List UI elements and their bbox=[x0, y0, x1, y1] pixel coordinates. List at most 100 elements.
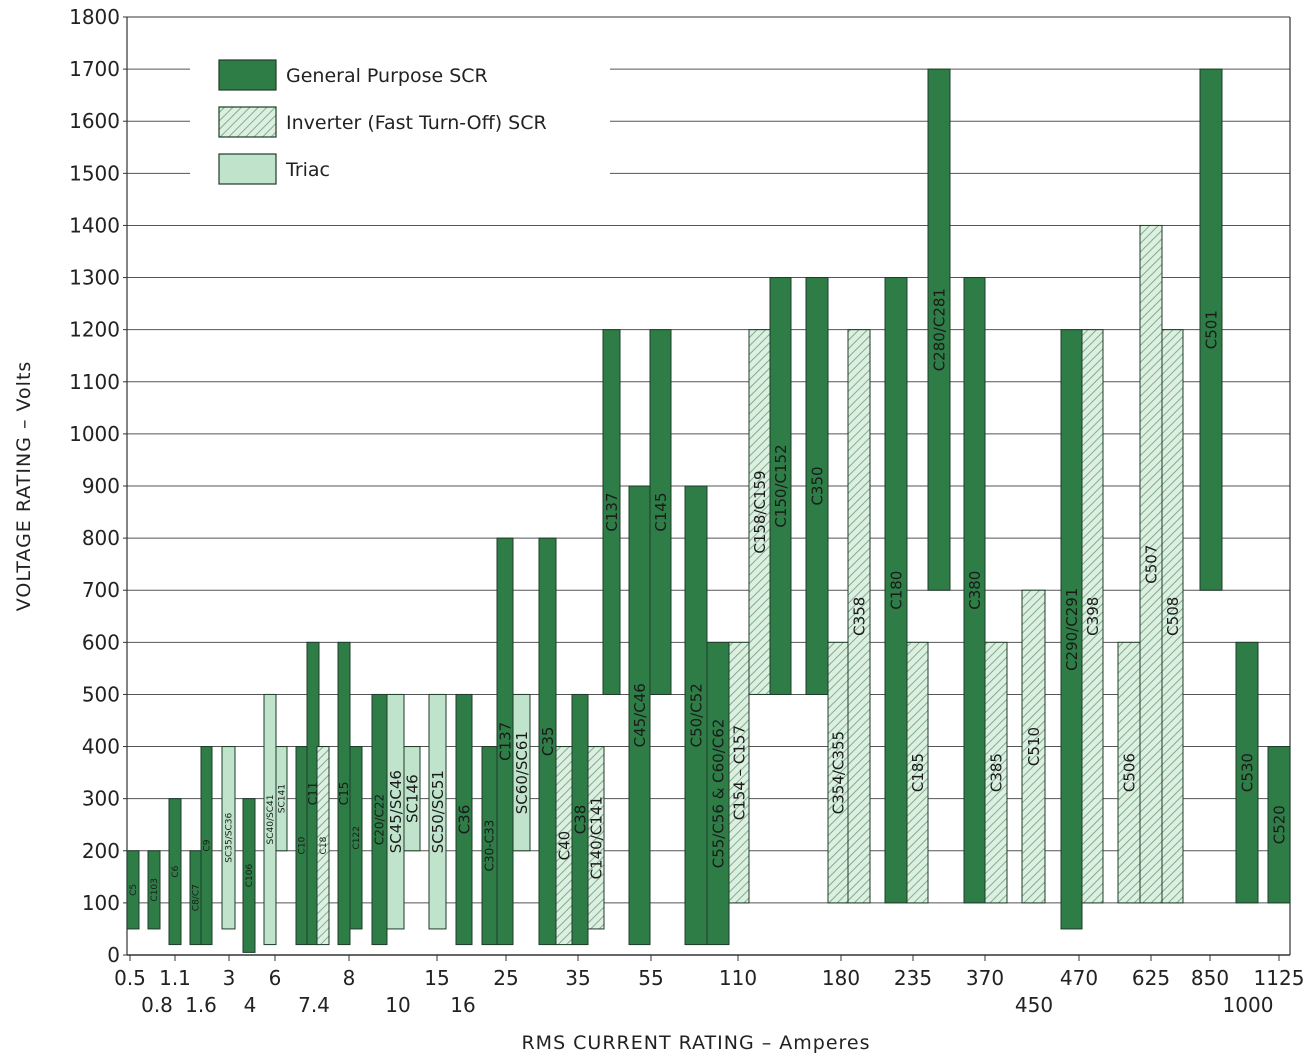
legend-swatch-triac bbox=[218, 153, 277, 185]
legend-swatch-general bbox=[218, 59, 277, 91]
bar-label: C158/C159 bbox=[751, 470, 769, 553]
bar-triac bbox=[275, 746, 288, 852]
bar-inverter bbox=[316, 746, 330, 946]
bar-inverter bbox=[1081, 329, 1104, 904]
y-tick-label: 1100 bbox=[69, 370, 120, 394]
legend-label: Triac bbox=[285, 159, 330, 181]
bar-label: C9 bbox=[203, 839, 213, 851]
bar-label: C520 bbox=[1270, 805, 1288, 844]
x-tick-label: 35 bbox=[565, 966, 590, 990]
bar-inverter bbox=[587, 746, 605, 930]
bar-label: C145 bbox=[652, 493, 670, 532]
x-tick-label: 1.1 bbox=[159, 966, 191, 990]
bar-label: C358 bbox=[850, 597, 868, 636]
x-tick-label: 370 bbox=[966, 966, 1004, 990]
x-tick-label: 1.6 bbox=[185, 993, 217, 1017]
y-tick-label: 1000 bbox=[69, 422, 120, 446]
bar-general bbox=[147, 850, 161, 930]
x-tick-label: 1125 bbox=[1254, 966, 1305, 990]
x-tick-label: 25 bbox=[493, 966, 518, 990]
bar-general bbox=[1199, 68, 1223, 591]
bar-label: C10 bbox=[298, 836, 308, 854]
bar-label: SC141 bbox=[278, 784, 288, 813]
y-tick-label: 1400 bbox=[69, 213, 120, 237]
bar-label: C154 – C157 bbox=[730, 725, 748, 820]
bar-inverter bbox=[847, 329, 871, 904]
y-tick-label: 1200 bbox=[69, 318, 120, 342]
y-tick-label: 600 bbox=[82, 630, 120, 654]
bar-triac bbox=[221, 746, 236, 930]
y-tick-labels: 0 100 200 300 400 500 600 700 800 900 1000 1100 1200… bbox=[69, 5, 127, 967]
bar-label: C137 bbox=[603, 493, 621, 532]
bar-label: C290/C291 bbox=[1063, 588, 1081, 671]
y-tick-label: 1600 bbox=[69, 109, 120, 133]
bar-general bbox=[455, 693, 473, 946]
bar-label: SC35/SC36 bbox=[225, 813, 235, 863]
x-tick-label: 450 bbox=[1015, 993, 1053, 1017]
bar-label: C45/C46 bbox=[631, 683, 649, 747]
y-tick-label: 1800 bbox=[69, 5, 120, 29]
legend-label: Inverter (Fast Turn-Off) SCR bbox=[286, 112, 547, 134]
bar-inverter bbox=[728, 641, 750, 904]
bar-label: C398 bbox=[1084, 597, 1102, 636]
bar-label: C6 bbox=[171, 865, 181, 877]
y-tick-label: 1300 bbox=[69, 266, 120, 290]
x-tick-label: 0.5 bbox=[114, 966, 146, 990]
x-tick-label: 15 bbox=[424, 966, 449, 990]
x-tick-label: 625 bbox=[1132, 966, 1170, 990]
bar-label: C55/C56 & C60/C62 bbox=[709, 719, 727, 869]
bar-label: C354/C355 bbox=[829, 731, 847, 814]
bar-label: C510 bbox=[1025, 727, 1043, 766]
legend-swatch-inverter bbox=[218, 106, 277, 138]
x-tick-label: 3 bbox=[223, 966, 236, 990]
bar-inverter bbox=[1021, 589, 1046, 904]
x-tick-label: 470 bbox=[1060, 966, 1098, 990]
bar-triac bbox=[512, 693, 531, 852]
y-tick-label: 0 bbox=[107, 943, 120, 967]
legend: General Purpose SCR Inverter (Fast Turn-O… bbox=[190, 45, 610, 195]
y-tick-label: 400 bbox=[82, 735, 120, 759]
bar-label: C103 bbox=[150, 878, 160, 901]
bar-general bbox=[126, 850, 140, 930]
bar-general bbox=[963, 277, 986, 904]
y-tick-label: 200 bbox=[82, 839, 120, 863]
bar-label: C20/C22 bbox=[373, 794, 387, 845]
bar-triac bbox=[428, 693, 447, 930]
y-tick-label: 800 bbox=[82, 526, 120, 550]
bar-label: C38 bbox=[571, 805, 589, 835]
bar-label: C137 bbox=[496, 722, 514, 761]
bar-general bbox=[1235, 641, 1259, 904]
bar-label: C150/C152 bbox=[772, 444, 790, 527]
bar-label: C530 bbox=[1238, 753, 1256, 792]
bar-label: C350 bbox=[808, 466, 826, 505]
bar-label: C122 bbox=[352, 826, 362, 849]
x-tick-label: 0.8 bbox=[141, 993, 173, 1017]
x-tick-label: 850 bbox=[1191, 966, 1229, 990]
x-tick-label: 7.4 bbox=[298, 993, 330, 1017]
bar-label: C18 bbox=[319, 836, 329, 854]
x-tick-label: 6 bbox=[269, 966, 282, 990]
y-tick-label: 700 bbox=[82, 578, 120, 602]
bar-label: C8/C7 bbox=[192, 884, 202, 911]
bar-inverter bbox=[1161, 329, 1184, 904]
bar-label: C15 bbox=[337, 782, 351, 806]
bar-label: C506 bbox=[1120, 753, 1138, 792]
bar-general bbox=[769, 277, 792, 695]
y-axis-title: VOLTAGE RATING – Volts bbox=[13, 361, 35, 612]
bar-label: C36 bbox=[455, 805, 473, 835]
bar-general bbox=[168, 798, 182, 946]
bar-general bbox=[602, 329, 621, 695]
bar-general bbox=[1267, 746, 1291, 904]
bar-general bbox=[349, 746, 363, 930]
bar-general bbox=[927, 68, 951, 591]
bar-label: C40 bbox=[555, 831, 573, 861]
bar-label: C30-C33 bbox=[483, 820, 497, 872]
bar-inverter bbox=[906, 641, 929, 904]
x-tick-label: 1000 bbox=[1223, 993, 1274, 1017]
bar-label: C508 bbox=[1164, 597, 1182, 636]
legend-label: General Purpose SCR bbox=[286, 65, 488, 87]
y-tick-label: 100 bbox=[82, 891, 120, 915]
bar-label: C35 bbox=[539, 727, 557, 757]
x-tick-label: 8 bbox=[343, 966, 356, 990]
